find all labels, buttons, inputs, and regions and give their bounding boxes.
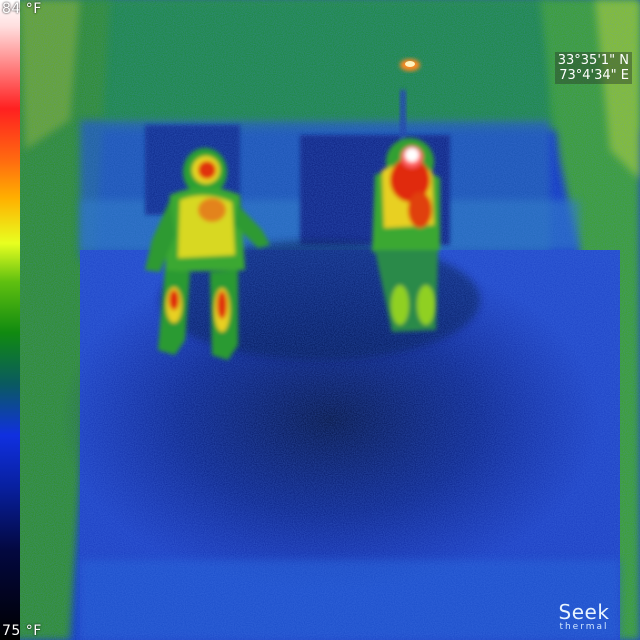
gps-coordinates: 33°35'1" N 73°4'34" E [554, 52, 632, 84]
logo-wordmark: Seek [558, 600, 610, 624]
scale-max-label: 84 °F [2, 1, 42, 17]
seek-thermal-logo: Seek thermal [542, 602, 626, 634]
gps-latitude: 33°35'1" N [557, 53, 629, 68]
scale-min-label: 75 °F [2, 623, 42, 639]
person-right-heat-signature [372, 138, 440, 332]
person-left-heat-signature [145, 148, 270, 360]
temperature-color-scale [0, 0, 20, 640]
gps-longitude: 73°4'34" E [559, 68, 629, 83]
logo-subtitle: thermal [559, 622, 609, 632]
